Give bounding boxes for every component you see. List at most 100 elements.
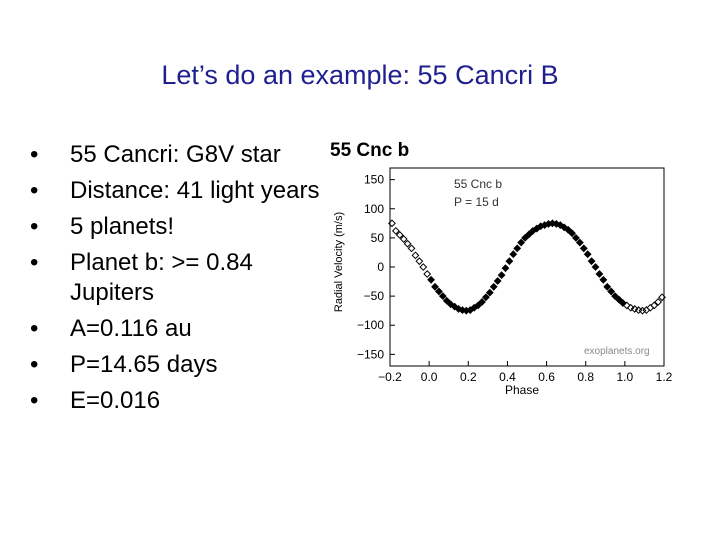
y-axis-label: Radial Velocity (m/s) xyxy=(333,212,345,312)
data-point xyxy=(399,235,408,243)
bullet-item: • Planet b: >= 0.84 Jupiters xyxy=(30,248,330,308)
bullet-list: • 55 Cancri: G8V star • Distance: 41 light… xyxy=(30,140,330,422)
y-tick-label: −100 xyxy=(357,318,384,332)
figure-header: 55 Cnc b xyxy=(330,140,409,161)
data-point xyxy=(599,275,608,284)
data-point xyxy=(391,226,400,235)
bullet-text: A=0.116 au xyxy=(70,315,192,342)
data-point xyxy=(552,219,561,228)
bullet-dot-icon: • xyxy=(30,213,39,240)
data-point xyxy=(607,287,616,296)
y-tick-label: −150 xyxy=(357,347,384,361)
bullet-text: Planet b: >= 0.84 Jupiters xyxy=(70,249,253,306)
data-point xyxy=(564,225,573,234)
data-point xyxy=(411,251,420,260)
data-point xyxy=(615,295,623,304)
data-point xyxy=(517,238,526,247)
bullet-item: • Distance: 41 light years xyxy=(30,176,330,206)
data-point xyxy=(579,244,588,253)
x-axis-label: Phase xyxy=(505,383,539,397)
data-point xyxy=(583,250,592,259)
data-point xyxy=(525,230,533,239)
y-tick-label: 0 xyxy=(377,260,384,274)
data-point xyxy=(572,233,580,242)
y-tick-label: 50 xyxy=(371,231,385,245)
data-point xyxy=(415,257,424,266)
bullet-text: 55 Cancri: G8V star xyxy=(70,141,281,168)
data-point xyxy=(513,244,522,253)
x-tick-label: 0.6 xyxy=(538,370,555,384)
data-point xyxy=(454,305,463,313)
bullet-item: • P=14.65 days xyxy=(30,350,330,380)
legend-line: P = 15 d xyxy=(454,195,499,209)
y-tick-label: 100 xyxy=(364,202,384,216)
bullet-text: E=0.016 xyxy=(70,387,161,414)
bullet-text: P=14.65 days xyxy=(70,351,218,378)
data-point xyxy=(427,275,436,284)
data-point xyxy=(435,287,443,296)
data-point xyxy=(595,270,604,278)
y-tick-label: 150 xyxy=(364,173,384,187)
bullet-text: 5 planets! xyxy=(70,213,175,240)
data-point xyxy=(419,263,428,271)
bullet-dot-icon: • xyxy=(30,249,39,276)
y-tick-label: −50 xyxy=(364,289,385,303)
x-tick-label: 1.2 xyxy=(656,370,673,384)
bullet-item: • A=0.116 au xyxy=(30,314,330,344)
data-point xyxy=(493,277,502,285)
data-point xyxy=(388,219,396,228)
data-point xyxy=(611,292,619,301)
data-point xyxy=(478,298,486,306)
data-point xyxy=(474,301,482,310)
data-point xyxy=(501,264,510,273)
data-point xyxy=(481,293,490,302)
slide-title: Let’s do an example: 55 Cancri B xyxy=(161,60,559,90)
data-point xyxy=(521,233,529,242)
x-tick-label: 0.4 xyxy=(499,370,516,384)
data-point xyxy=(638,306,647,315)
data-point xyxy=(485,288,494,297)
data-point xyxy=(650,301,659,310)
data-point xyxy=(626,303,635,312)
x-tick-label: −0.2 xyxy=(378,370,402,384)
x-tick-label: 0.8 xyxy=(577,370,594,384)
x-tick-label: 1.0 xyxy=(617,370,634,384)
data-point xyxy=(630,305,639,313)
data-point xyxy=(587,257,596,266)
data-point xyxy=(395,231,404,239)
figure-credit: exoplanets.org xyxy=(584,346,650,357)
data-point xyxy=(442,296,451,305)
data-point xyxy=(489,282,498,291)
bullet-item: • E=0.016 xyxy=(30,386,330,416)
data-point xyxy=(591,263,600,271)
data-point xyxy=(505,257,514,266)
data-point xyxy=(423,270,432,278)
data-point xyxy=(575,238,584,247)
bullet-item: • 55 Cancri: G8V star xyxy=(30,140,330,170)
figure-background xyxy=(322,128,678,398)
bullet-dot-icon: • xyxy=(30,315,39,342)
data-point xyxy=(403,239,412,248)
data-points xyxy=(388,219,666,315)
bullet-item: • 5 planets! xyxy=(30,212,330,242)
data-point xyxy=(556,221,565,229)
x-tick-label: 0.0 xyxy=(421,370,438,384)
bullet-dot-icon: • xyxy=(30,387,39,414)
bullet-dot-icon: • xyxy=(30,351,39,378)
data-point xyxy=(603,282,612,291)
data-point xyxy=(654,298,663,306)
data-point xyxy=(509,250,518,259)
data-point xyxy=(407,244,416,253)
tick-group: −0.2 0.0 0.2 0.4 0.6 0.8 1.0 1.2 150 100 50 0 −50 −10… xyxy=(357,173,673,384)
radial-velocity-figure: 55 Cnc b −0.2 0.0 0.2 0.4 0.6 0.8 1.0 1.2 150 100… xyxy=(322,128,678,398)
data-point xyxy=(431,282,439,291)
data-point xyxy=(497,271,506,280)
data-point xyxy=(438,292,447,301)
data-point xyxy=(658,293,666,302)
bullet-dot-icon: • xyxy=(30,141,39,168)
bullet-text: Distance: 41 light years xyxy=(70,177,320,204)
legend-line: 55 Cnc b xyxy=(454,177,502,191)
x-tick-label: 0.2 xyxy=(460,370,477,384)
data-point xyxy=(622,301,631,310)
